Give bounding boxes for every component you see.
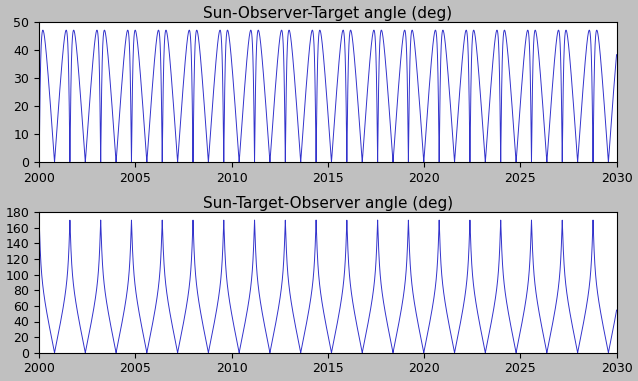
Title: Sun-Target-Observer angle (deg): Sun-Target-Observer angle (deg) [203,196,453,211]
Title: Sun-Observer-Target angle (deg): Sun-Observer-Target angle (deg) [204,6,452,21]
